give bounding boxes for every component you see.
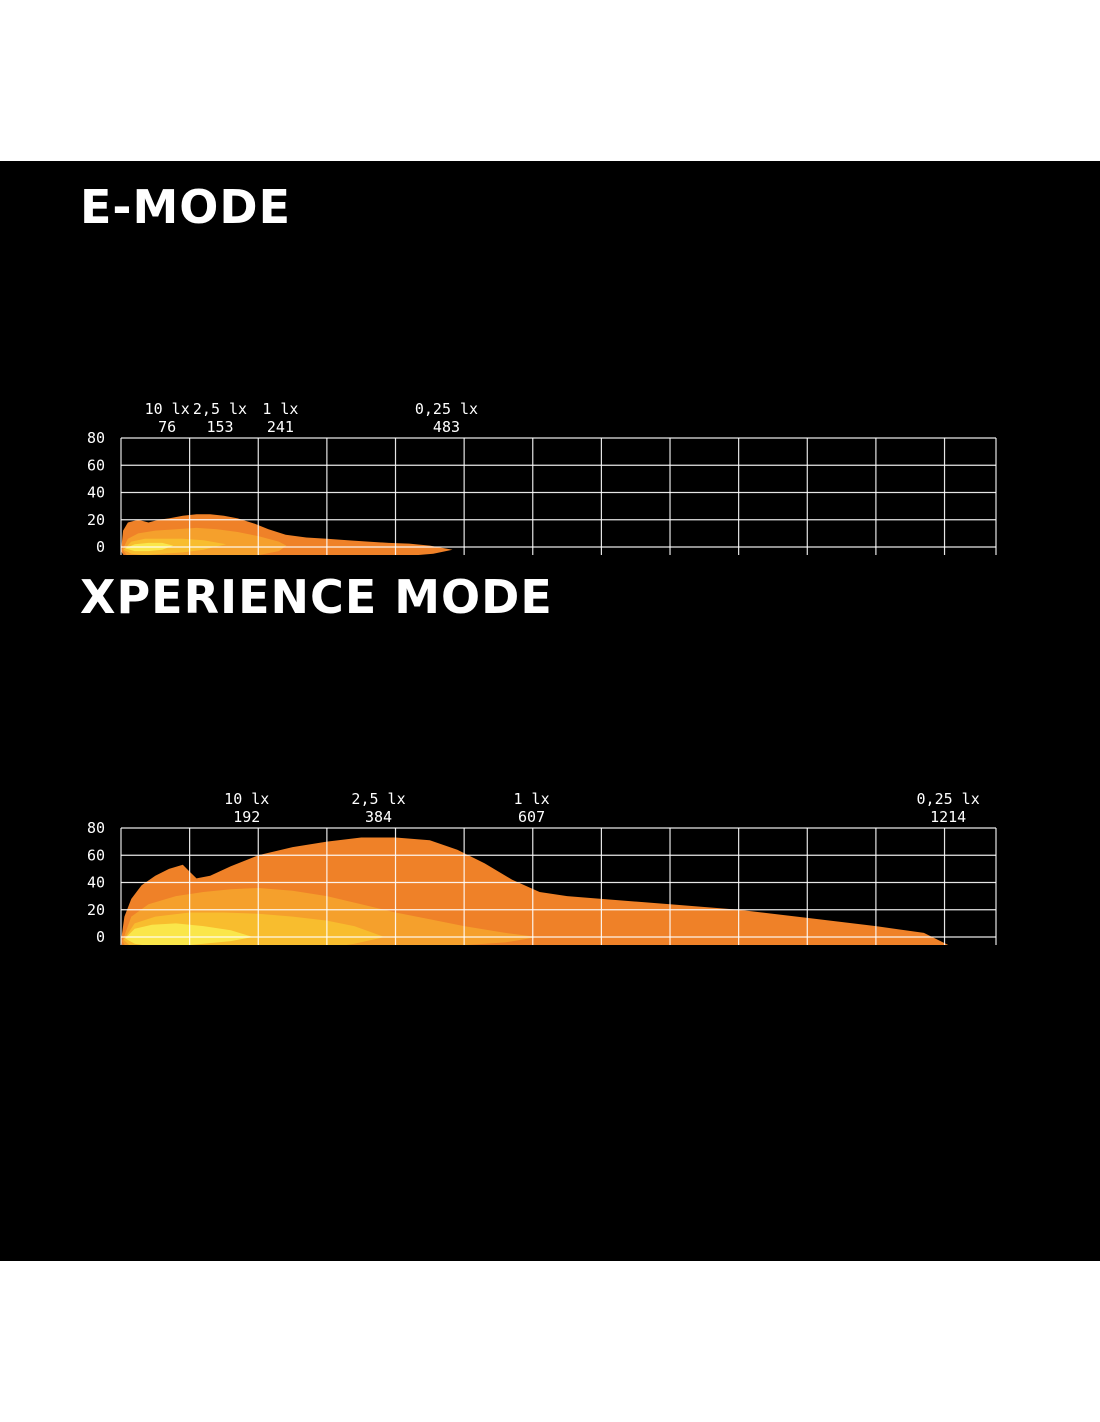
lux-distance-label: 384 bbox=[365, 808, 392, 826]
lux-distance-label: 1214 bbox=[930, 808, 966, 826]
emode-chart: 806040200-20-40-60-800100200300400500600… bbox=[87, 400, 997, 555]
xperience-mode-chart-title: XPERIENCE MODE bbox=[80, 570, 553, 624]
lux-level-label: 2,5 lx bbox=[351, 790, 405, 808]
y-tick-label: 60 bbox=[87, 456, 105, 474]
y-tick-label: 40 bbox=[87, 874, 105, 892]
lux-level-label: 0,25 lx bbox=[917, 790, 980, 808]
lux-distance-label: 241 bbox=[267, 418, 294, 436]
lux-distance-label: 153 bbox=[206, 418, 233, 436]
y-tick-label: 0 bbox=[96, 538, 105, 555]
lux-level-label: 10 lx bbox=[224, 790, 269, 808]
y-tick-label: 20 bbox=[87, 511, 105, 529]
y-tick-label: 20 bbox=[87, 901, 105, 919]
lux-distance-label: 607 bbox=[518, 808, 545, 826]
band-10-lx bbox=[125, 923, 253, 945]
y-tick-label: 80 bbox=[87, 429, 105, 447]
lux-distance-label: 483 bbox=[433, 418, 460, 436]
lux-level-label: 10 lx bbox=[145, 400, 190, 418]
y-tick-label: 40 bbox=[87, 484, 105, 502]
y-tick-label: 60 bbox=[87, 846, 105, 864]
emode-chart-title: E-MODE bbox=[80, 180, 292, 234]
y-tick-label: 0 bbox=[96, 928, 105, 945]
lux-distance-label: 76 bbox=[158, 418, 176, 436]
lux-level-label: 1 lx bbox=[514, 790, 550, 808]
lux-distance-label: 192 bbox=[233, 808, 260, 826]
lux-level-label: 1 lx bbox=[262, 400, 298, 418]
xperience-mode-chart: 806040200-20-40-60-800100200300400500600… bbox=[87, 790, 997, 945]
chart-panel bbox=[0, 161, 1100, 1261]
lux-level-label: 2,5 lx bbox=[193, 400, 247, 418]
lux-level-label: 0,25 lx bbox=[415, 400, 478, 418]
y-tick-label: 80 bbox=[87, 819, 105, 837]
